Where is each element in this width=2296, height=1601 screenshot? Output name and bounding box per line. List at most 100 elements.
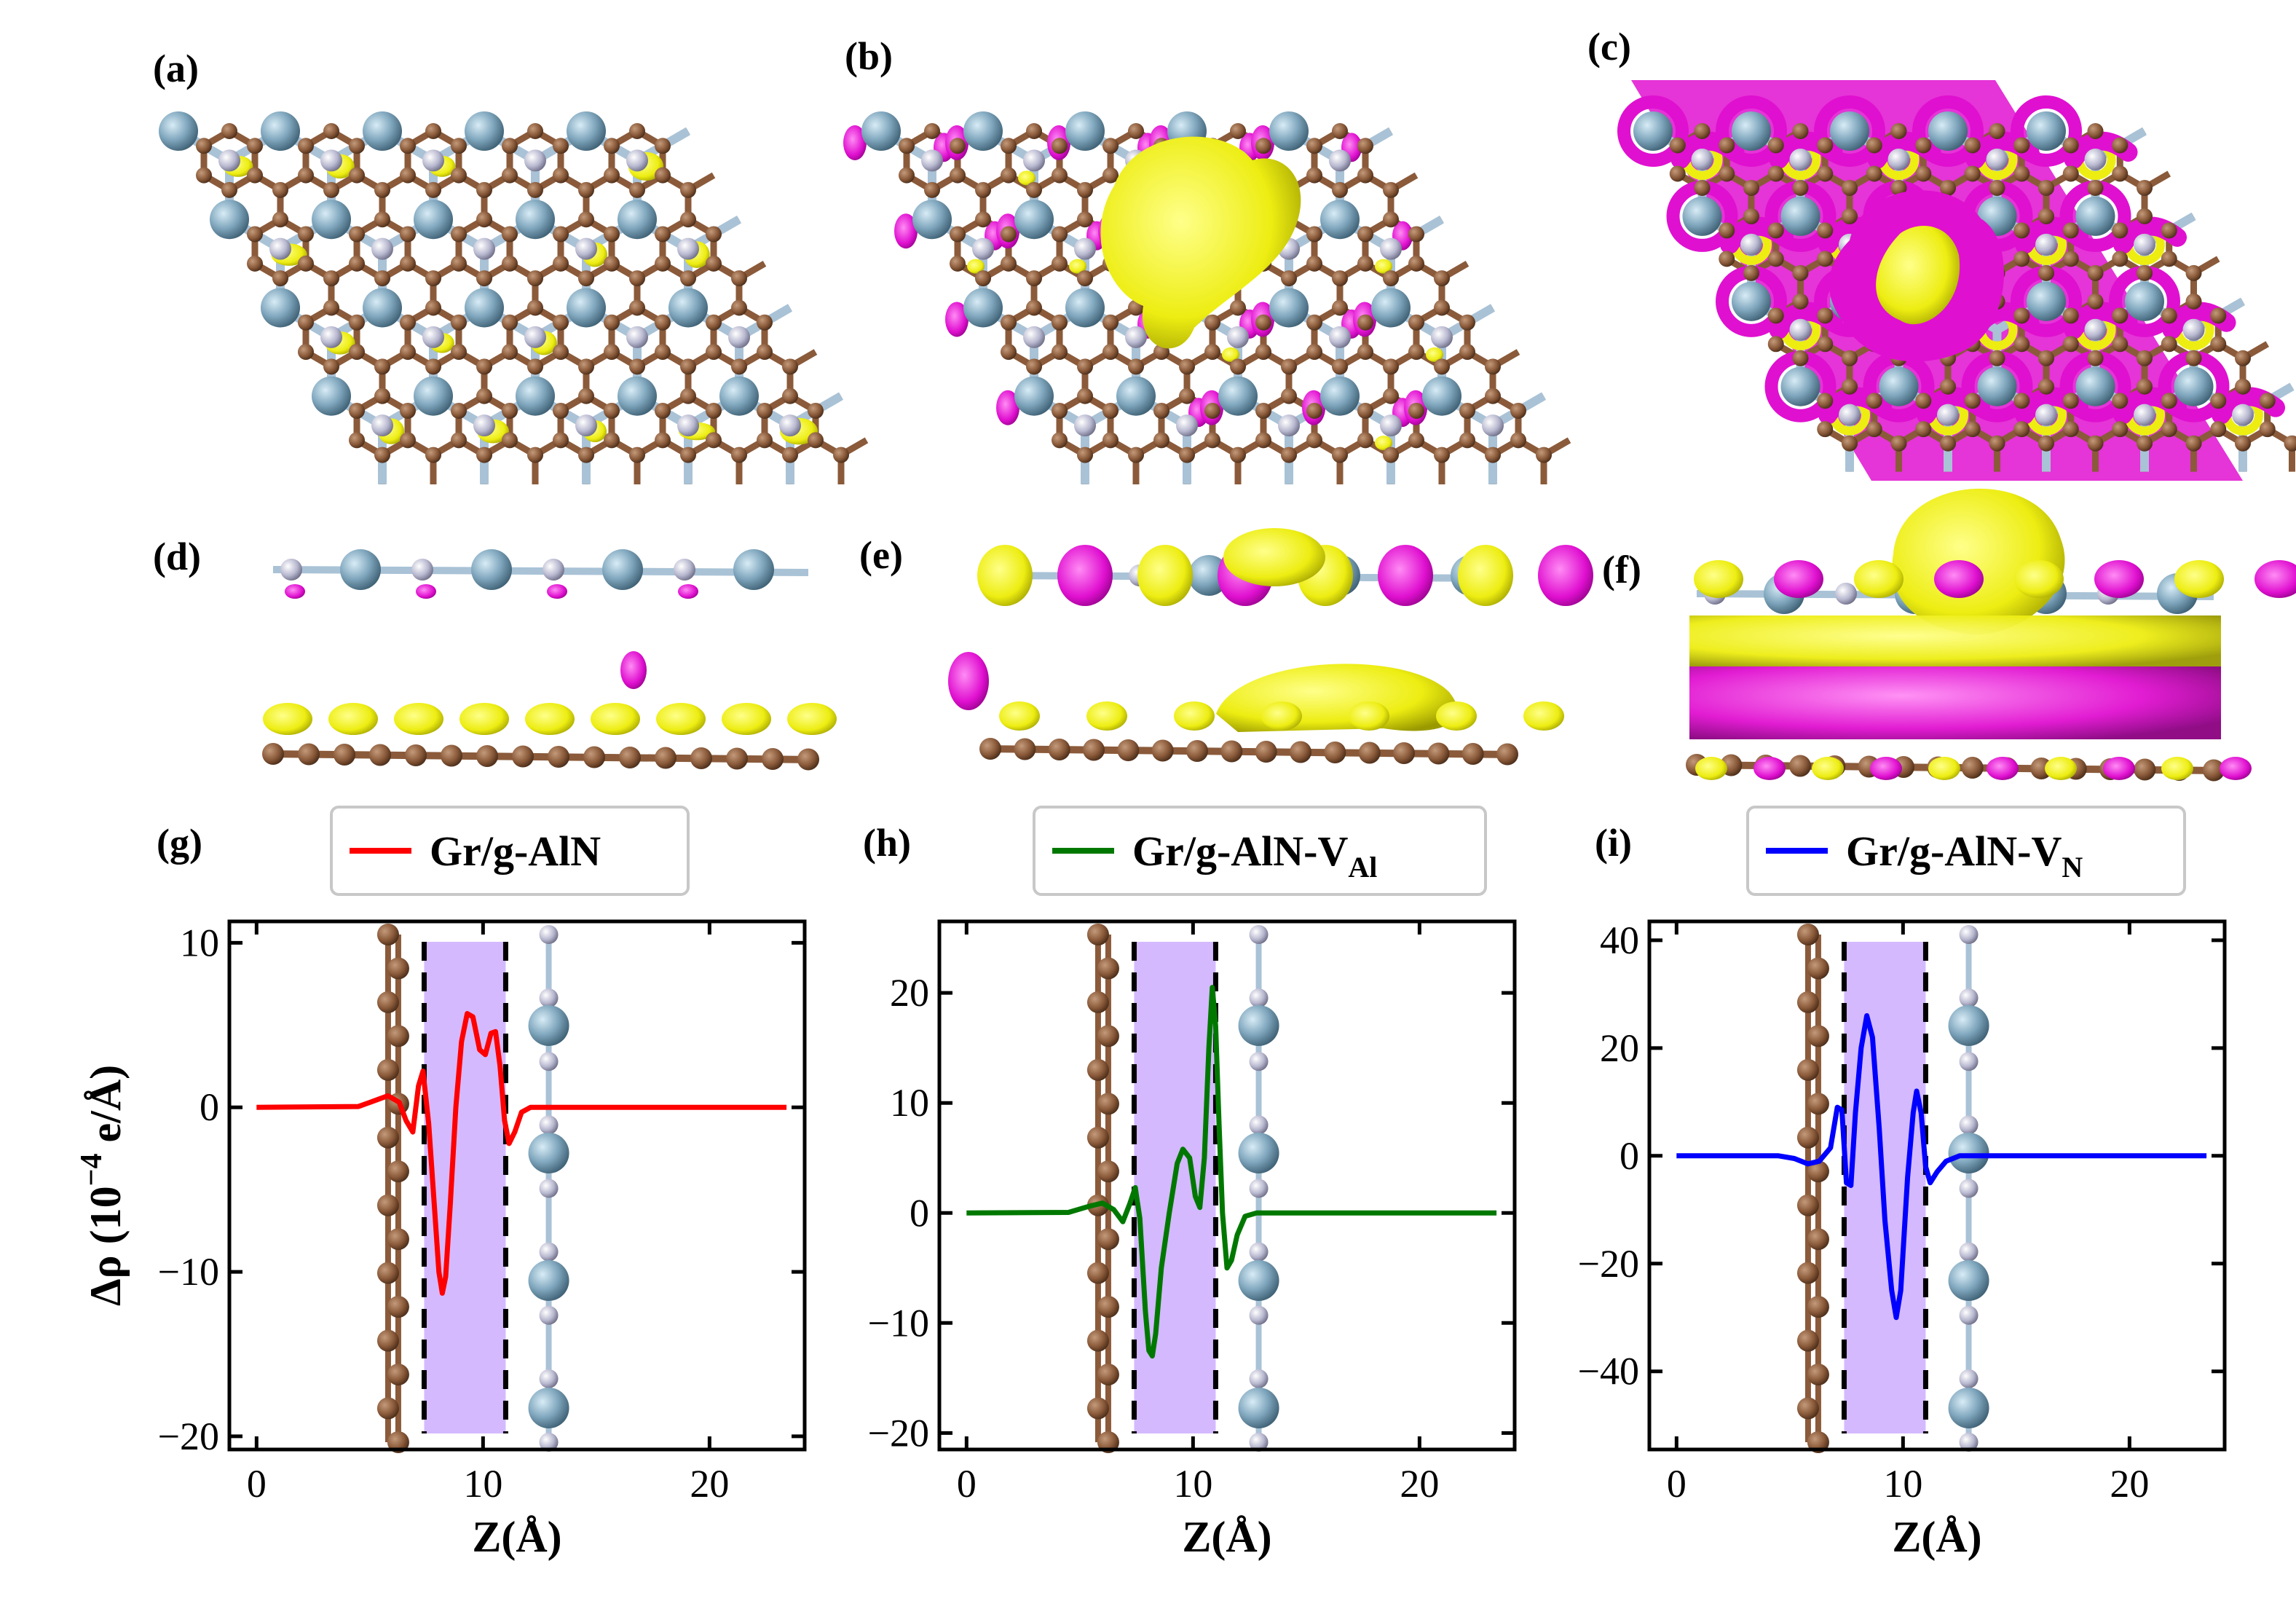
carbon-atom <box>2210 393 2227 409</box>
nitrogen-atom <box>524 326 546 348</box>
series-line <box>1676 1013 2207 1321</box>
yellow-lobe <box>1375 259 1392 274</box>
carbon-atom <box>476 358 492 375</box>
carbon-atom <box>323 181 339 198</box>
yellow-lobe <box>967 259 985 274</box>
carbon-atom <box>1052 344 1068 361</box>
aluminium-atom <box>719 376 759 416</box>
carbon-atom <box>1102 138 1119 154</box>
panel-f-structure <box>1686 488 2296 782</box>
nitrogen-atom <box>320 326 342 348</box>
carbon-atom <box>757 344 773 361</box>
carbon-atom <box>2087 435 2104 452</box>
aluminium-atom <box>1732 281 1771 321</box>
aluminium-atom <box>1238 1005 1279 1046</box>
carbon-atom <box>619 747 641 768</box>
nitrogen-atom <box>1959 1242 1979 1262</box>
axes-frame <box>1647 919 2227 1452</box>
carbon-atom <box>1281 270 1297 287</box>
carbon-atom <box>578 181 594 198</box>
carbon-atom <box>349 138 365 154</box>
carbon-atom <box>553 255 569 272</box>
carbon-atom <box>782 358 798 375</box>
carbon-atom <box>1383 358 1399 375</box>
carbon-atom <box>1077 211 1093 228</box>
carbon-atom <box>2161 307 2177 324</box>
carbon-atom <box>655 255 671 272</box>
carbon-atom <box>2161 251 2177 267</box>
legend-label-main: Gr/g-AlN-V <box>1846 827 2062 875</box>
carbon-atom <box>298 743 320 766</box>
nitrogen-atom <box>539 925 559 944</box>
aluminium-atom <box>528 1005 569 1046</box>
carbon-atom <box>1097 1025 1119 1047</box>
carbon-atom <box>1026 123 1042 139</box>
carbon-atom <box>1694 123 1711 139</box>
nitrogen-atom <box>1249 1052 1269 1071</box>
carbon-atom <box>1461 743 1484 765</box>
carbon-atom <box>376 1058 399 1081</box>
carbon-atom <box>1796 991 1819 1013</box>
nitrogen-atom <box>422 149 444 172</box>
aluminium-atom <box>1948 1005 1989 1046</box>
nitrogen-atom <box>371 237 393 260</box>
carbon-atom <box>578 211 594 228</box>
aluminium-atom <box>2174 366 2214 406</box>
nitrogen-atom <box>1249 1179 1269 1198</box>
aluminium-atom <box>1065 288 1105 328</box>
aluminium-atom <box>602 549 643 590</box>
x-axis-label: Z(Å) <box>472 1513 561 1561</box>
carbon-atom <box>604 402 620 419</box>
nitrogen-atom <box>539 1242 559 1262</box>
y-tick-label: 10 <box>180 921 219 964</box>
carbon-atom <box>400 255 416 272</box>
carbon-atom <box>2210 336 2227 353</box>
aluminium-atom <box>261 111 300 151</box>
carbon-atom <box>369 744 391 766</box>
nitrogen-atom <box>1959 988 1979 1008</box>
carbon-atom <box>1086 991 1109 1013</box>
carbon-atom <box>1332 123 1348 139</box>
carbon-atom <box>400 432 416 449</box>
carbon-atom <box>680 358 696 375</box>
nitrogen-atom <box>1249 1242 1269 1262</box>
aluminium-atom <box>618 200 657 240</box>
carbon-atom <box>527 299 543 316</box>
carbon-atom <box>476 211 492 228</box>
graphene-column <box>1086 924 1119 1453</box>
carbon-atom <box>1915 137 1932 154</box>
carbon-atom <box>1230 447 1246 463</box>
carbon-atom <box>1383 388 1399 404</box>
legend-label-main: Gr/g-AlN <box>430 827 601 875</box>
carbon-atom <box>1796 1329 1819 1352</box>
carbon-atom <box>1230 299 1246 316</box>
carbon-atom <box>196 138 212 154</box>
carbon-atom <box>221 123 237 139</box>
nitrogen-atom <box>1380 414 1402 437</box>
nitrogen-atom <box>1740 233 1762 256</box>
carbon-atom <box>924 181 940 198</box>
panel-c-structure <box>1617 80 2296 481</box>
yellow-lobe <box>1174 701 1215 731</box>
carbon-atom <box>1408 402 1424 419</box>
legend: Gr/g-AlN-VN <box>1746 806 2186 896</box>
carbon-atom <box>1255 138 1271 154</box>
panel-label-e: (e) <box>859 533 903 577</box>
y-tick-label: 10 <box>890 1081 929 1125</box>
carbon-atom <box>2112 393 2129 409</box>
nitrogen-atom <box>1691 148 1713 170</box>
iso-lobe <box>1928 757 1960 780</box>
carbon-atom <box>1052 226 1068 243</box>
carbon-atom <box>1204 402 1220 419</box>
magenta-ring <box>2011 95 2082 167</box>
carbon-atom <box>1230 123 1246 139</box>
nitrogen-atom <box>677 237 699 260</box>
carbon-atom <box>527 447 543 463</box>
carbon-atom <box>1086 1262 1109 1284</box>
yellow-lobe <box>656 703 706 735</box>
carbon-atom <box>451 314 467 331</box>
magenta-lobe <box>894 213 918 249</box>
carbon-atom <box>400 167 416 184</box>
iso-lobe <box>1057 545 1113 606</box>
x-tick-label: 0 <box>1667 1462 1687 1506</box>
